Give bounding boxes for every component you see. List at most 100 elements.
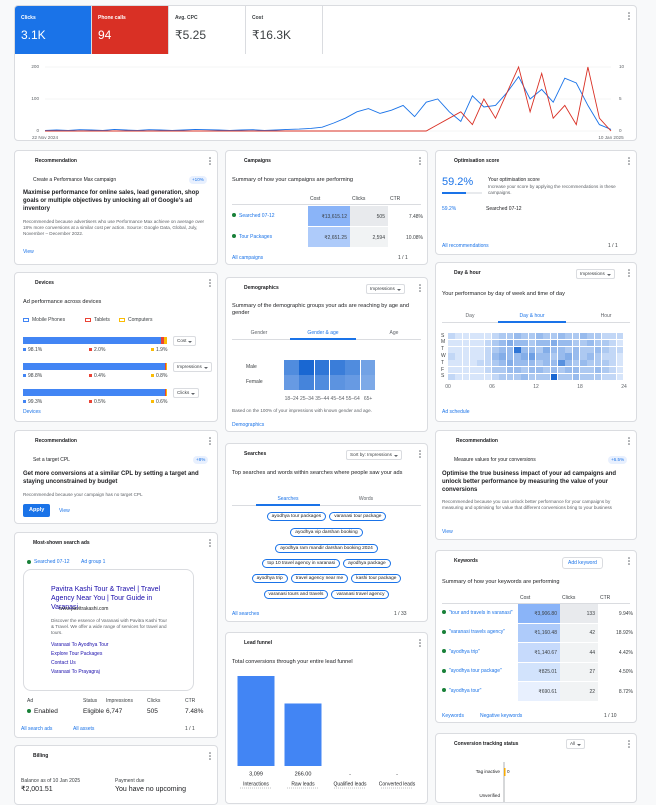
row-name[interactable]: Tour Packages xyxy=(232,234,306,240)
sitelink[interactable]: Explore Tour Packages xyxy=(51,651,103,657)
tab[interactable]: Searches xyxy=(277,496,299,502)
kebab-dot xyxy=(628,15,630,17)
kebab-dot xyxy=(209,163,211,165)
heat-cell xyxy=(314,360,330,375)
heat-cell xyxy=(360,360,376,375)
clicks-cell xyxy=(560,682,598,701)
metric-tile[interactable]: Clicks 3.1K xyxy=(15,6,92,54)
heat-cell xyxy=(543,373,551,380)
search-term-chip[interactable]: top 10 travel agency in varanasi xyxy=(262,559,341,568)
row-name[interactable]: Searched 07-12 xyxy=(232,213,306,219)
row-name[interactable]: "ayodhya tour" xyxy=(442,688,516,694)
row-label: S xyxy=(441,332,445,339)
heat-cell xyxy=(543,333,551,340)
search-term-chip[interactable]: ayodhya ram mandir darshan booking 2024 xyxy=(275,544,378,553)
row-name[interactable]: "ayodhya trip" xyxy=(442,649,516,655)
tab[interactable]: Day xyxy=(465,313,475,319)
metric-select[interactable]: Clicks xyxy=(173,388,200,398)
row-name[interactable]: "ayodhya tour package" xyxy=(442,668,516,674)
kebab-dot xyxy=(628,275,630,277)
search-term-chip[interactable]: ayodhya vip darshan booking xyxy=(290,528,363,537)
chart-area xyxy=(628,557,630,565)
all-recommendations-link[interactable]: All recommendations xyxy=(442,243,489,249)
tab[interactable]: Gender xyxy=(250,330,268,336)
heat-cell xyxy=(499,373,507,380)
search-term-chip[interactable]: varanasi tour package xyxy=(329,512,387,521)
heat-cell xyxy=(580,353,587,360)
all-assets-link[interactable]: All assets xyxy=(73,726,95,732)
heat-cell xyxy=(484,373,492,380)
heat-cell xyxy=(602,339,609,346)
devices-link[interactable]: Devices xyxy=(23,409,41,415)
search-term-chip[interactable]: ayodhya tour packages xyxy=(266,512,327,521)
cost-cell xyxy=(518,643,560,662)
ad-group-filter[interactable]: Ad group 1 xyxy=(81,559,106,565)
search-term-chip[interactable]: travel agency near me xyxy=(290,574,349,583)
campaign-filter[interactable]: Searched 07-12 xyxy=(27,559,70,565)
search-term-chip[interactable]: varanasi travel agency xyxy=(331,590,390,599)
heat-cell xyxy=(536,353,543,360)
all-search-ads-link[interactable]: All search ads xyxy=(21,726,53,732)
status-label: Tag inactive xyxy=(476,769,501,774)
sitelink[interactable]: Contact Us xyxy=(51,660,76,666)
heat-cell xyxy=(580,346,587,353)
metric-select[interactable]: Impressions xyxy=(576,269,615,279)
clicks-cell xyxy=(560,604,598,623)
search-term-chip[interactable]: ayodhya package xyxy=(343,559,391,568)
heat-cell xyxy=(514,367,521,374)
demographics-link[interactable]: Demographics xyxy=(232,422,265,428)
view-link[interactable]: View xyxy=(23,249,34,255)
ad-description: Discover the essence of Varanasi with Pa… xyxy=(51,618,168,636)
metric-select[interactable]: Impressions xyxy=(173,362,212,372)
row-name[interactable]: "tour and travels in varanasi" xyxy=(442,610,516,616)
all-campaigns-link[interactable]: All campaigns xyxy=(232,255,264,261)
label-swatch xyxy=(151,348,154,351)
tab[interactable]: Gender & age xyxy=(307,330,339,336)
metric-select[interactable]: Impressions xyxy=(366,284,405,294)
card-title: Billing xyxy=(33,753,49,759)
sitelink[interactable]: Varanasi To Prayagraj xyxy=(51,669,100,675)
metric-tile[interactable]: Cost ₹16.3K xyxy=(246,6,323,54)
view-link[interactable]: View xyxy=(442,529,453,535)
ad-schedule-link[interactable]: Ad schedule xyxy=(442,409,470,415)
heat-cell xyxy=(536,373,543,380)
sitelink[interactable]: Varanasi To Ayodhya Tour xyxy=(51,642,109,648)
heat-cell xyxy=(448,367,455,374)
table-cell: 505 xyxy=(147,708,158,715)
sort-select[interactable]: Sort by: Impressions xyxy=(346,450,402,460)
kebab-dot xyxy=(209,752,211,754)
search-term-chip[interactable]: kashi tour package xyxy=(351,574,402,583)
negative-keywords-link[interactable]: Negative keywords xyxy=(480,713,523,719)
status-filter[interactable]: All xyxy=(566,739,586,749)
tab[interactable]: Words xyxy=(358,496,374,502)
metric-tile[interactable]: Phone calls 94 xyxy=(92,6,169,54)
keywords-link[interactable]: Keywords xyxy=(442,713,464,719)
search-term-chip[interactable]: varanasi tours and travels xyxy=(263,590,329,599)
heat-cell xyxy=(470,346,477,353)
heat-cell xyxy=(565,367,573,374)
metric-select[interactable]: Cost xyxy=(173,336,197,346)
table-cell: 6,747 xyxy=(106,708,123,715)
apply-button[interactable]: Apply xyxy=(23,504,51,517)
searches-card: Searches Sort by: Impressions Top searches… xyxy=(225,443,428,622)
table-cell: 22 xyxy=(589,688,595,695)
tab[interactable]: Day & hour xyxy=(519,313,545,319)
tab[interactable]: Age xyxy=(389,330,399,336)
heat-cell xyxy=(550,339,558,346)
add-keyword-button[interactable]: Add keyword xyxy=(562,557,603,570)
uplift-badge: +8% xyxy=(193,456,209,464)
all-searches-link[interactable]: All searches xyxy=(232,611,260,617)
view-link[interactable]: View xyxy=(59,508,70,514)
tab[interactable]: Hour xyxy=(600,313,612,319)
table-cell: 27 xyxy=(589,669,595,676)
row-name[interactable]: "varanasi travels agency" xyxy=(442,629,516,635)
optimisation-score: 59.2% xyxy=(442,176,474,188)
heat-cell xyxy=(492,339,499,346)
heat-cell xyxy=(609,353,617,360)
kebab-dot xyxy=(628,160,630,162)
metric-tile[interactable]: Avg. CPC ₹5.25 xyxy=(169,6,246,54)
chart-area xyxy=(419,284,421,292)
heat-cell xyxy=(609,346,617,353)
search-term-chip[interactable]: ayodhya trip xyxy=(251,574,288,583)
label-swatch xyxy=(23,374,26,377)
